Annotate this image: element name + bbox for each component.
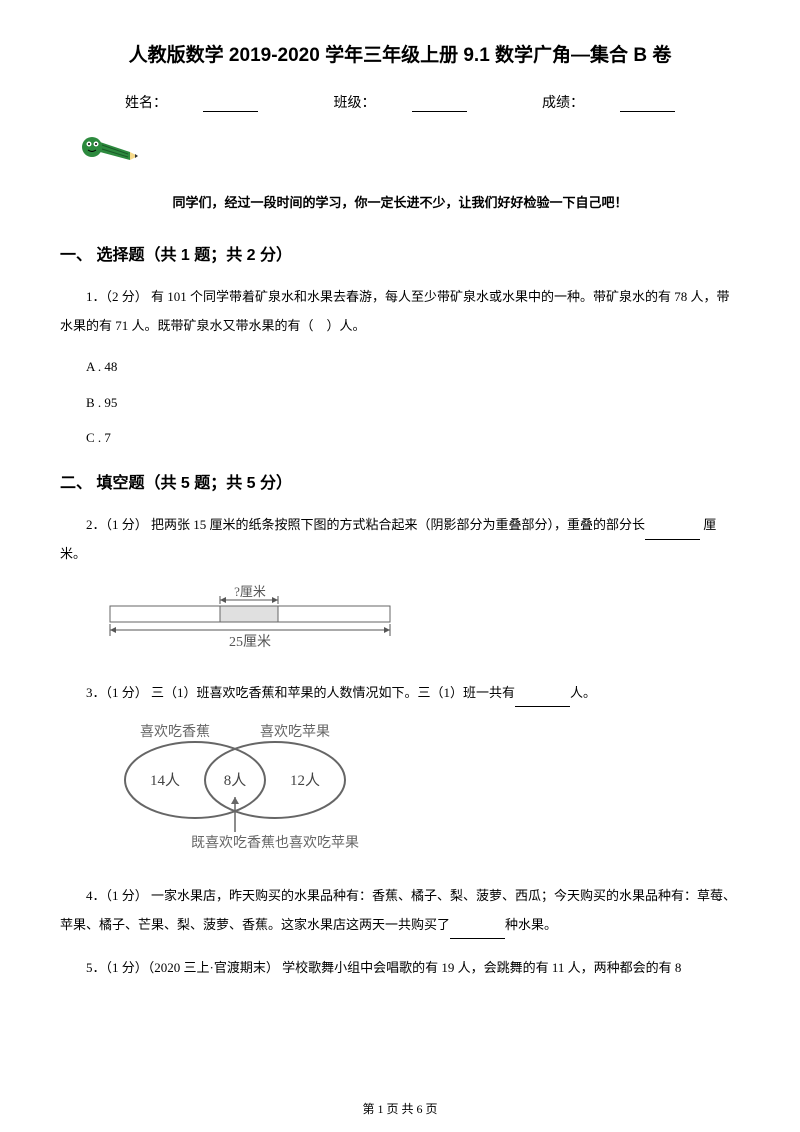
q4-text: 4．（1 分） 一家水果店，昨天购买的水果品种有：香蕉、橘子、梨、菠萝、西瓜；今… — [60, 888, 736, 932]
diagram-venn: 喜欢吃香蕉 喜欢吃苹果 14人 8人 12人 既喜欢吃香蕉也喜欢吃苹果 — [100, 722, 740, 867]
question-3: 3．（1 分） 三（1）班喜欢吃香蕉和苹果的人数情况如下。三（1）班一共有 人。 — [60, 679, 740, 708]
score-blank — [620, 111, 675, 112]
left-value: 14人 — [150, 772, 180, 789]
q3-blank — [515, 706, 570, 707]
section2-header: 二、 填空题（共 5 题；共 5 分） — [60, 469, 740, 493]
option-a: A . 48 — [60, 355, 740, 378]
q4-end: 种水果。 — [505, 917, 557, 932]
option-c: C . 7 — [60, 426, 740, 449]
question-4: 4．（1 分） 一家水果店，昨天购买的水果品种有：香蕉、橘子、梨、菠萝、西瓜；今… — [60, 882, 740, 939]
overlap-value: 8人 — [224, 772, 247, 789]
page-title: 人教版数学 2019-2020 学年三年级上册 9.1 数学广角—集合 B 卷 — [60, 40, 740, 67]
q2-blank — [645, 539, 700, 540]
diagram-strips: ?厘米 25厘米 — [100, 584, 740, 664]
q3-text: 3．（1 分） 三（1）班喜欢吃香蕉和苹果的人数情况如下。三（1）班一共有 — [86, 685, 515, 700]
name-blank — [203, 111, 258, 112]
pencil-icon — [80, 132, 740, 177]
question-1: 1．（2 分） 有 101 个同学带着矿泉水和水果去春游，每人至少带矿泉水或水果… — [60, 283, 740, 340]
q-label: ?厘米 — [234, 584, 266, 599]
option-b: B . 95 — [60, 391, 740, 414]
q3-end: 人。 — [570, 685, 596, 700]
q2-text: 2．（1 分） 把两张 15 厘米的纸条按照下图的方式粘合起来（阴影部分为重叠部… — [86, 517, 645, 532]
class-label: 班级： — [334, 96, 376, 111]
right-value: 12人 — [290, 772, 320, 789]
page-footer: 第 1 页 共 6 页 — [0, 1100, 800, 1117]
question-5: 5．（1 分）（2020 三上·官渡期末） 学校歌舞小组中会唱歌的有 19 人，… — [60, 954, 740, 983]
section1-header: 一、 选择题（共 1 题；共 2 分） — [60, 241, 740, 265]
left-label: 喜欢吃香蕉 — [140, 724, 210, 740]
bottom-label: 既喜欢吃香蕉也喜欢吃苹果 — [191, 835, 359, 851]
right-label: 喜欢吃苹果 — [260, 724, 330, 740]
info-row: 姓名： 班级： 成绩： — [60, 92, 740, 112]
score-label: 成绩： — [542, 96, 584, 111]
intro-text: 同学们，经过一段时间的学习，你一定长进不少，让我们好好检验一下自己吧！ — [60, 192, 740, 211]
name-label: 姓名： — [125, 96, 167, 111]
question-2: 2．（1 分） 把两张 15 厘米的纸条按照下图的方式粘合起来（阴影部分为重叠部… — [60, 511, 740, 568]
q4-blank — [450, 938, 505, 939]
class-blank — [412, 111, 467, 112]
total-label: 25厘米 — [229, 634, 271, 650]
